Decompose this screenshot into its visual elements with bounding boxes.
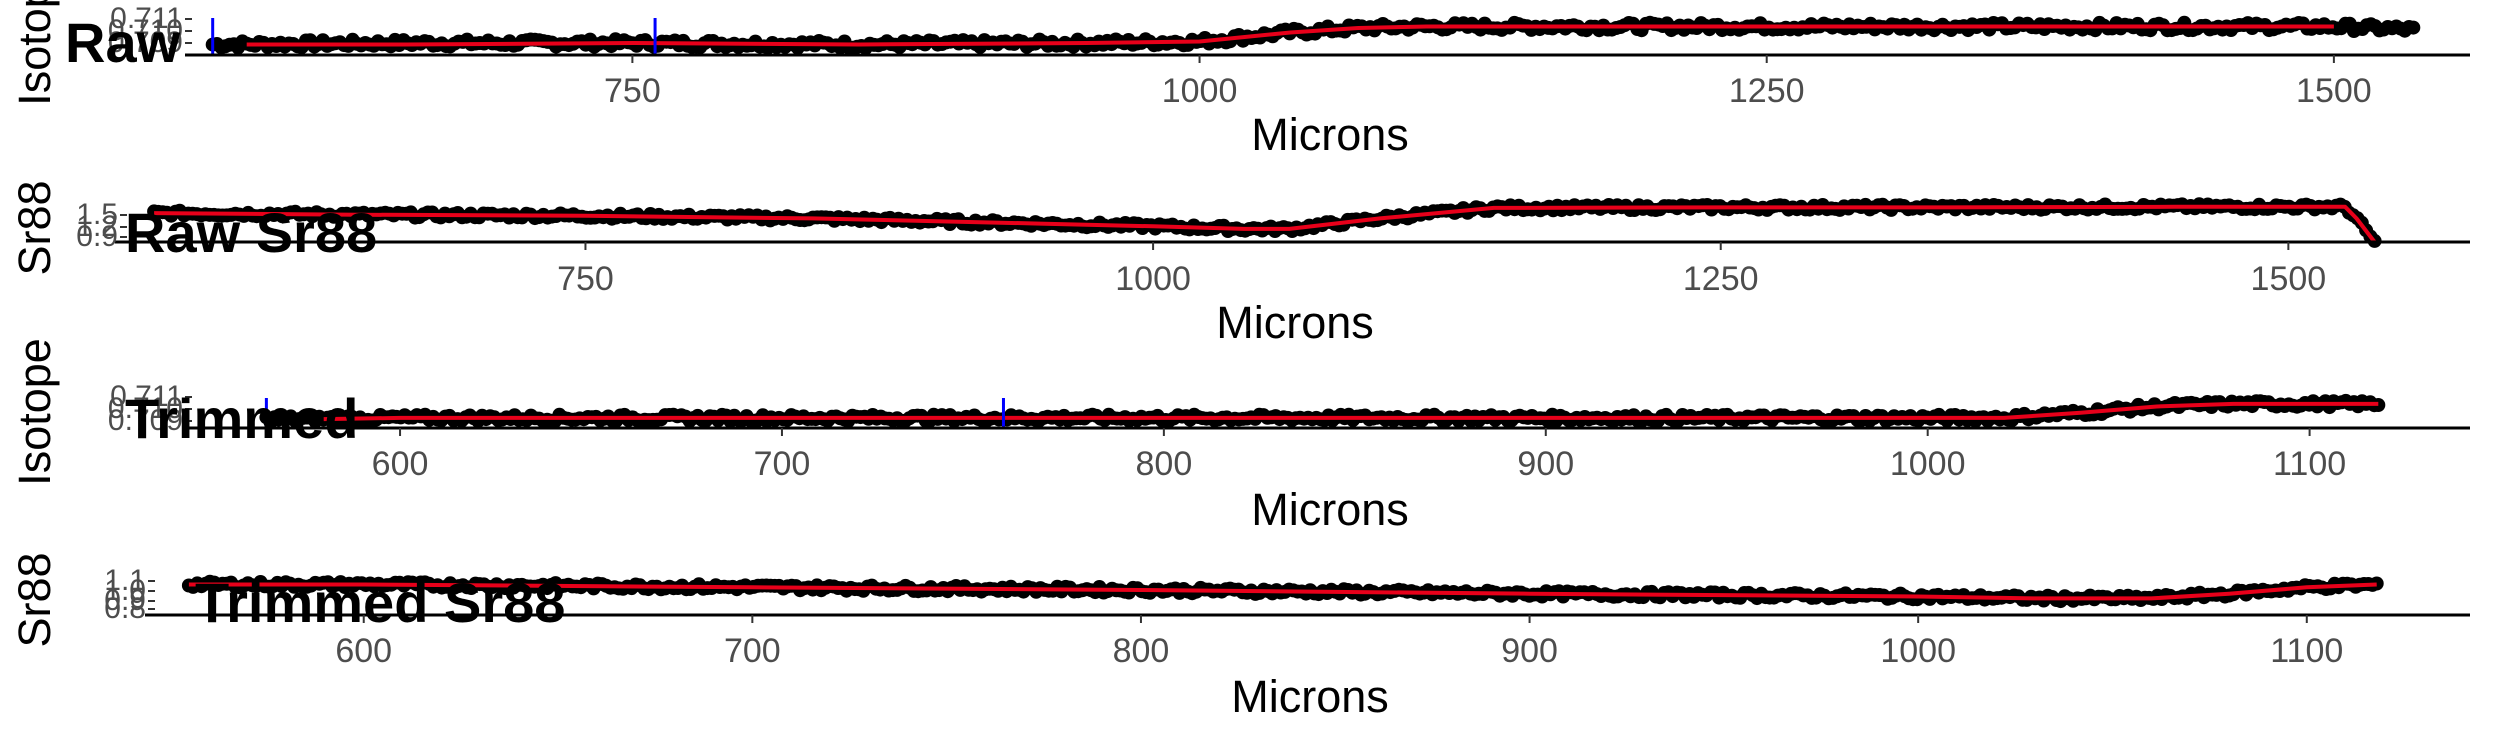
x-tick-label: 800 [1136, 445, 1193, 483]
y-tick-label: 1.5 [76, 198, 118, 231]
x-tick-label: 1500 [2296, 72, 2372, 110]
x-tick-label: 600 [335, 632, 392, 670]
panel-title: Raw [65, 11, 181, 74]
y-tick-label: 0.709 [108, 26, 183, 59]
x-tick-label: 600 [372, 445, 429, 483]
data-points [147, 197, 2382, 248]
panel-title: Trimmed [125, 387, 358, 450]
x-tick-label: 700 [724, 632, 781, 670]
y-tick-label: 0.9 [104, 584, 146, 617]
y-tick-label: 0.711 [110, 2, 183, 35]
y-tick-label: 0.711 [110, 380, 183, 413]
x-axis-title: Microns [1251, 109, 1409, 160]
smooth-line [246, 24, 2334, 47]
x-axis-title: Microns [1231, 671, 1389, 722]
data-points [259, 393, 2386, 430]
x-tick-label: 1250 [1683, 260, 1759, 298]
x-tick-label: 900 [1517, 445, 1574, 483]
y-axis-title: Isotope [9, 0, 60, 106]
y-tick-label: 0.710 [108, 392, 183, 425]
x-tick-label: 1000 [1162, 72, 1238, 110]
y-tick-label: 1.0 [104, 574, 146, 607]
x-tick-label: 700 [754, 445, 811, 483]
x-tick-label: 750 [557, 260, 614, 298]
smooth-line [188, 582, 2377, 601]
x-tick-label: 1250 [1729, 72, 1805, 110]
panel-title: Raw Sr88 [125, 201, 377, 264]
data-points [205, 15, 2421, 55]
x-tick-label: 1000 [1115, 260, 1191, 298]
y-axis-title: Sr88 [9, 180, 60, 275]
y-tick-label: 0.710 [108, 14, 183, 47]
panel-title: Trimmed Sr88 [195, 571, 565, 634]
data-point [2369, 576, 2384, 591]
data-point [2406, 20, 2421, 35]
x-tick-label: 1000 [1890, 445, 1966, 483]
y-tick-label: 1.1 [104, 564, 146, 597]
y-tick-label: 0.709 [108, 404, 183, 437]
y-axis-title: Sr88 [9, 552, 60, 647]
panel-4: 600 700 800 900 1000 1100 0.80.91.01.1 Microns S… [9, 552, 2470, 722]
x-tick-label: 1100 [2270, 632, 2343, 670]
smooth-line [154, 204, 2377, 244]
x-tick-label: 1100 [2273, 445, 2346, 483]
x-axis-title: Microns [1216, 297, 1374, 348]
panel-2: 750 1000 1250 1500 0.91.21.5 Microns Sr88 Raw S… [9, 180, 2470, 348]
x-axis-title: Microns [1251, 484, 1409, 535]
x-tick-label: 900 [1501, 632, 1558, 670]
y-tick-label: 0.9 [76, 220, 118, 253]
y-tick-label: 0.8 [104, 592, 146, 625]
x-tick-label: 750 [604, 72, 661, 110]
y-tick-label: 1.2 [76, 210, 118, 243]
smooth-line [323, 401, 2379, 422]
x-tick-label: 800 [1113, 632, 1170, 670]
x-tick-label: 1500 [2251, 260, 2327, 298]
y-axis-title: Isotope [9, 338, 60, 486]
x-tick-label: 1000 [1880, 632, 1956, 670]
